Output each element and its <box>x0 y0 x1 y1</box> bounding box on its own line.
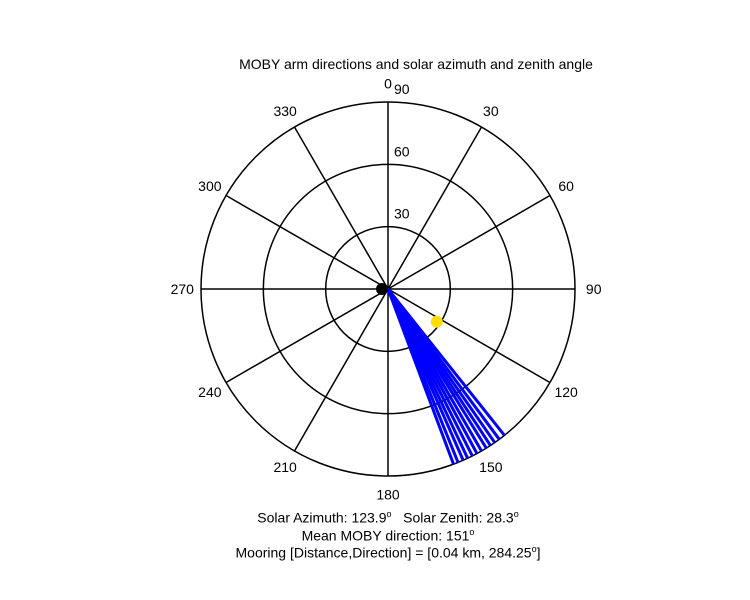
angle-tick-label: 240 <box>198 384 222 400</box>
angle-tick-label: 60 <box>558 178 574 194</box>
angle-tick-label: 30 <box>483 103 499 119</box>
degree-symbol: o <box>469 527 475 537</box>
angle-tick-label: 120 <box>554 384 578 400</box>
angle-tick-label: 270 <box>171 281 195 297</box>
moby-arm-ray <box>386 288 455 465</box>
moby-arm-directions <box>386 288 506 465</box>
angle-tick-label: 210 <box>273 459 297 475</box>
spoke-line <box>387 194 551 290</box>
markers <box>376 283 443 328</box>
degree-symbol: o <box>386 509 392 519</box>
solar-zenith-text: Solar Zenith: 28.3 <box>403 509 514 526</box>
mean-moby-direction-label: Mean MOBY direction: 151 <box>301 527 470 544</box>
tick-labels: 0 30 60 90 120 150 180 210 240 270 300 330 30 60 90 <box>171 75 602 502</box>
solar-angles-text: Solar Azimuth: 123.9o Solar Zenith: 28.3… <box>0 509 750 526</box>
spoke-line <box>225 194 389 290</box>
mooring-label: Mooring [Distance,Direction] = [0.04 km,… <box>235 544 532 561</box>
angle-tick-label: 300 <box>198 178 222 194</box>
chart-title: MOBY arm directions and solar azimuth an… <box>239 56 593 72</box>
radial-tick-label: 30 <box>394 206 410 222</box>
mooring-close: ] <box>536 544 541 561</box>
spoke-line <box>387 126 483 290</box>
sun-marker <box>430 315 443 328</box>
origin-marker <box>376 283 388 295</box>
polar-grid <box>200 101 576 477</box>
spoke-line <box>225 288 389 384</box>
angle-tick-label: 90 <box>586 281 602 297</box>
degree-symbol: o <box>531 544 537 554</box>
spoke-line <box>293 126 389 290</box>
mooring-text: Mooring [Distance,Direction] = [0.04 km,… <box>0 544 750 561</box>
mean-moby-direction-text: Mean MOBY direction: 151o <box>0 527 750 544</box>
solar-azimuth-text: Solar Azimuth: 123.9 <box>257 509 387 526</box>
angle-tick-label: 150 <box>479 459 503 475</box>
spoke-line <box>387 288 551 384</box>
angle-tick-label: 330 <box>273 103 297 119</box>
radial-tick-label: 60 <box>394 143 410 159</box>
angle-tick-label: 180 <box>376 487 400 503</box>
spoke-line <box>293 288 389 452</box>
radial-tick-label: 90 <box>394 81 410 97</box>
angle-tick-label: 0 <box>384 75 392 91</box>
degree-symbol: o <box>513 509 519 519</box>
